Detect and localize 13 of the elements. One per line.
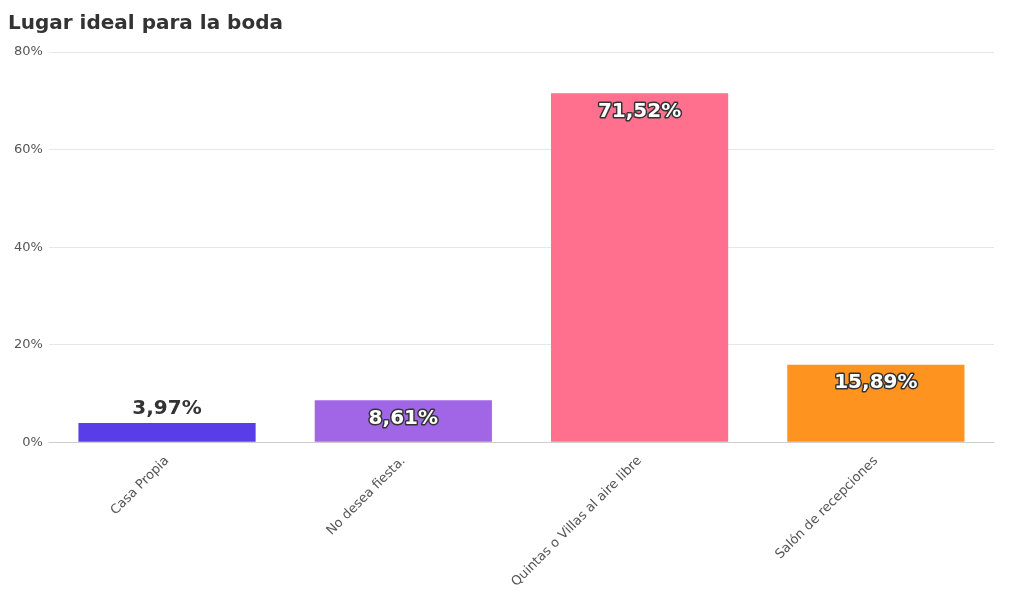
bar [78, 422, 256, 442]
y-tick-label: 20% [13, 336, 43, 352]
bar [550, 93, 729, 442]
chart-title: Lugar ideal para la boda [8, 10, 283, 35]
y-tick-label: 0% [22, 433, 43, 449]
data-label: 71,52% [597, 97, 682, 122]
y-tick-label: 40% [13, 238, 43, 254]
data-label: 8,61% [368, 404, 438, 429]
data-label: 15,89% [834, 368, 918, 393]
data-label: 3,97% [132, 395, 202, 420]
y-tick-label: 60% [13, 140, 43, 156]
bar [787, 364, 965, 442]
y-tick-label: 80% [13, 43, 43, 59]
